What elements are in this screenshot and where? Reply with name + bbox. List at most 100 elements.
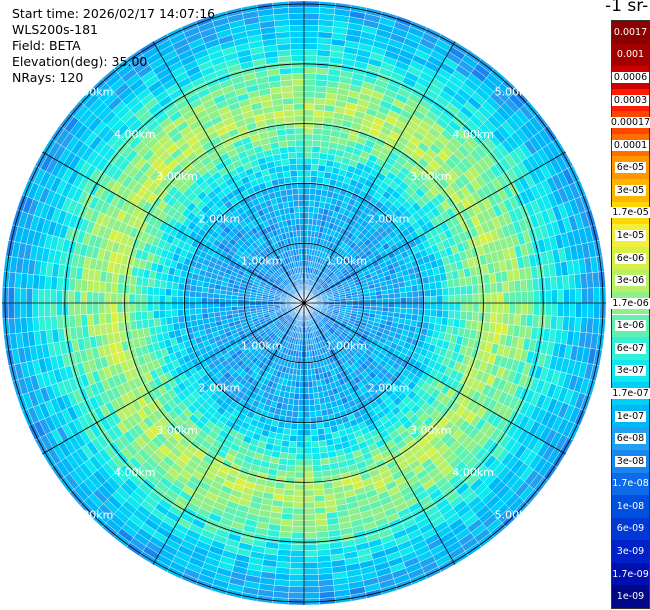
ppi-gate-cell [442, 302, 450, 311]
ppi-gate-cell [201, 307, 209, 314]
ppi-gate-cell [295, 380, 301, 388]
ppi-gate-cell [393, 292, 401, 299]
ppi-gate-cell [478, 302, 486, 313]
ppi-gate-cell [237, 299, 244, 304]
ppi-gate-cell [587, 287, 595, 304]
ppi-gate-cell [303, 55, 318, 62]
ppi-gate-cell [303, 200, 310, 207]
ppi-gate-cell [128, 293, 136, 304]
ppi-gate-cell [104, 302, 112, 314]
ppi-gate-cell [441, 280, 449, 289]
ppi-gate-cell [496, 302, 504, 314]
ppi-gate-cell [303, 236, 308, 243]
ppi-gate-cell [563, 288, 570, 304]
ppi-gate-cell [313, 109, 325, 117]
ppi-gate-cell [478, 312, 486, 323]
ppi-gate-cell [303, 133, 314, 141]
ppi-gate-cell [189, 290, 197, 298]
ppi-gate-cell [311, 447, 320, 454]
ppi-gate-cell [50, 315, 58, 330]
ppi-gate-cell [128, 302, 136, 313]
ppi-gate-cell [520, 314, 528, 327]
ppi-gate-cell [563, 302, 570, 318]
ppi-gate-cell [303, 375, 309, 382]
ppi-gate-cell [303, 381, 309, 388]
ppi-gate-cell [306, 344, 310, 352]
ppi-gate-cell [313, 495, 325, 503]
ppi-gate-cell [225, 302, 232, 308]
ppi-gate-cell [307, 380, 313, 388]
ppi-gate-cell [423, 309, 431, 317]
ppi-gate-cell [313, 121, 324, 129]
ppi-gate-cell [412, 302, 419, 310]
ppi-gate-cell [307, 362, 312, 370]
ppi-gate-cell [294, 477, 305, 485]
ppi-gate-cell [454, 302, 462, 312]
ppi-gate-cell [303, 574, 319, 581]
ppi-gate-cell [430, 302, 438, 311]
ppi-gate-cell [50, 289, 57, 304]
ppi-gate-cell [370, 302, 377, 307]
ppi-gate-cell [314, 194, 322, 202]
ppi-gate-cell [122, 293, 130, 304]
ppi-gate-cell [147, 286, 154, 296]
ppi-gate-cell [381, 306, 389, 312]
ppi-gate-cell [303, 369, 308, 376]
ppi-gate-cell [291, 526, 305, 533]
ppi-gate-cell [277, 549, 292, 557]
ppi-gate-cell [201, 302, 208, 309]
ppi-gate-cell [110, 292, 118, 304]
ppi-gate-cell [527, 290, 534, 304]
ppi-gate-cell [309, 404, 316, 412]
ppi-gate-cell [303, 169, 312, 177]
ppi-gate-cell [134, 293, 142, 304]
ppi-gate-cell [454, 286, 461, 296]
ppi-gate-cell [86, 313, 94, 326]
ppi-gate-cell [140, 294, 148, 304]
ppi-gate-cell [92, 280, 100, 293]
ppi-gate-cell [195, 291, 203, 298]
ppi-gate-cell [122, 302, 130, 313]
ppi-gate-cell [575, 288, 582, 304]
ppi-gate-cell [92, 313, 100, 326]
ppi-gate-cell [294, 386, 300, 394]
ppi-gate-cell [116, 312, 124, 323]
ppi-gate-cell [303, 423, 311, 430]
ppi-gate-cell [317, 170, 326, 178]
ppi-gate-cell [303, 18, 320, 26]
ppi-gate-cell [448, 287, 455, 296]
ppi-gate-cell [295, 453, 305, 461]
ppi-gate-cell [316, 543, 331, 551]
ppi-gate-cell [296, 435, 305, 443]
ppi-gate-cell [19, 287, 27, 304]
ppi-gate-cell [282, 434, 291, 442]
ppi-gate-cell [288, 447, 297, 454]
ppi-gate-cell [289, 562, 305, 569]
ppi-gate-cell [74, 302, 81, 316]
ppi-gate-cell [201, 297, 208, 304]
ppi-gate-cell [478, 283, 486, 294]
ppi-gate-cell [295, 459, 305, 467]
ppi-gate-cell [177, 289, 185, 297]
ppi-gate-cell [376, 298, 383, 304]
ppi-gate-cell [219, 306, 227, 312]
ppi-gate-cell [32, 302, 39, 318]
ppi-gate-cell [303, 562, 319, 569]
ppi-gate-cell [569, 288, 576, 304]
ppi-gate-cell [442, 310, 449, 319]
ppi-data-sectors [1, 0, 607, 606]
ppi-gate-cell [293, 392, 300, 400]
ppi-gate-cell [303, 115, 314, 123]
ppi-gate-cell [466, 302, 474, 313]
ppi-gate-cell [195, 297, 202, 304]
ppi-gate-cell [237, 302, 244, 307]
ppi-gate-cell [171, 316, 179, 325]
ppi-gate-cell [312, 380, 318, 388]
ppi-gate-cell [44, 302, 51, 317]
ppi-gate-cell [345, 297, 353, 301]
ppi-gate-cell [303, 67, 317, 74]
ppi-gate-cell [293, 489, 305, 497]
ppi-gate-cell [298, 405, 305, 412]
ppi-gate-cell [140, 302, 148, 312]
ppi-gate-cell [56, 276, 64, 291]
